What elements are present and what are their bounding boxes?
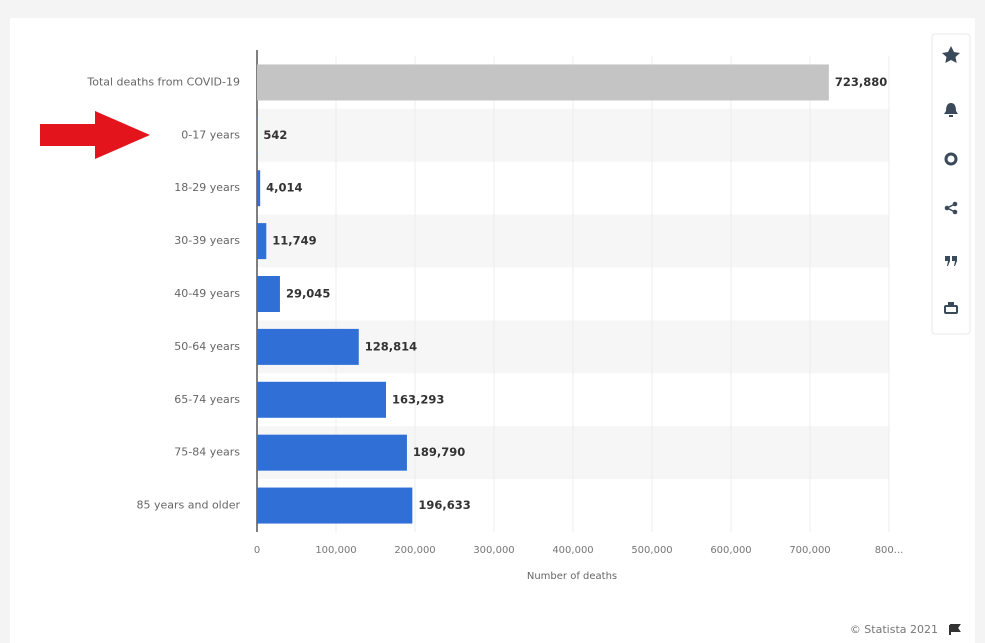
quote-icon[interactable]: [945, 256, 957, 266]
x-tick-label: 300,000: [473, 545, 514, 556]
x-tick-label: 100,000: [315, 545, 356, 556]
bar: [257, 223, 267, 260]
toolbar-panel: [931, 33, 971, 335]
side-toolbar: [931, 33, 971, 335]
value-label: 29,045: [286, 287, 330, 301]
value-label: 196,633: [418, 498, 470, 512]
bar: [257, 328, 359, 365]
x-tick-label: 600,000: [710, 545, 751, 556]
bar: [257, 170, 261, 207]
source-credit: © Statista 2021: [850, 623, 938, 636]
value-label: 128,814: [365, 339, 417, 353]
bar: [257, 381, 387, 418]
y-tick-label: 65-74 years: [174, 393, 240, 406]
red-arrow: [40, 111, 150, 159]
x-axis-title: Number of deaths: [527, 571, 617, 582]
print-icon[interactable]: [944, 302, 958, 314]
gear-icon[interactable]: [944, 152, 958, 166]
bar: [257, 434, 407, 471]
value-label: 163,293: [392, 392, 444, 406]
y-tick-label: 85 years and older: [136, 499, 240, 512]
bar: [257, 276, 280, 312]
value-label: 189,790: [413, 445, 465, 459]
flag-icon[interactable]: [949, 624, 961, 635]
value-label: 542: [263, 128, 287, 142]
x-tick-label: 0: [254, 545, 260, 556]
value-label: 4,014: [266, 181, 302, 195]
y-tick-label: 50-64 years: [174, 340, 240, 353]
value-label: 723,880: [835, 75, 887, 89]
bell-icon[interactable]: [944, 103, 958, 117]
x-tick-label: 200,000: [394, 545, 435, 556]
y-tick-label: 75-84 years: [174, 446, 240, 459]
x-tick-label: 800...: [875, 545, 904, 556]
y-tick-label: 18-29 years: [174, 181, 240, 194]
x-tick-label: 700,000: [789, 545, 830, 556]
star-icon[interactable]: [942, 46, 960, 63]
x-tick-label: 500,000: [631, 545, 672, 556]
y-tick-label: Total deaths from COVID-19: [86, 75, 240, 88]
y-tick-label: 30-39 years: [174, 234, 240, 247]
share-icon[interactable]: [944, 201, 958, 215]
bar: [257, 64, 829, 101]
bar: [257, 487, 413, 524]
value-label: 11,749: [272, 234, 316, 248]
x-tick-label: 400,000: [552, 545, 593, 556]
y-tick-label: 0-17 years: [181, 128, 240, 141]
y-tick-label: 40-49 years: [174, 287, 240, 300]
